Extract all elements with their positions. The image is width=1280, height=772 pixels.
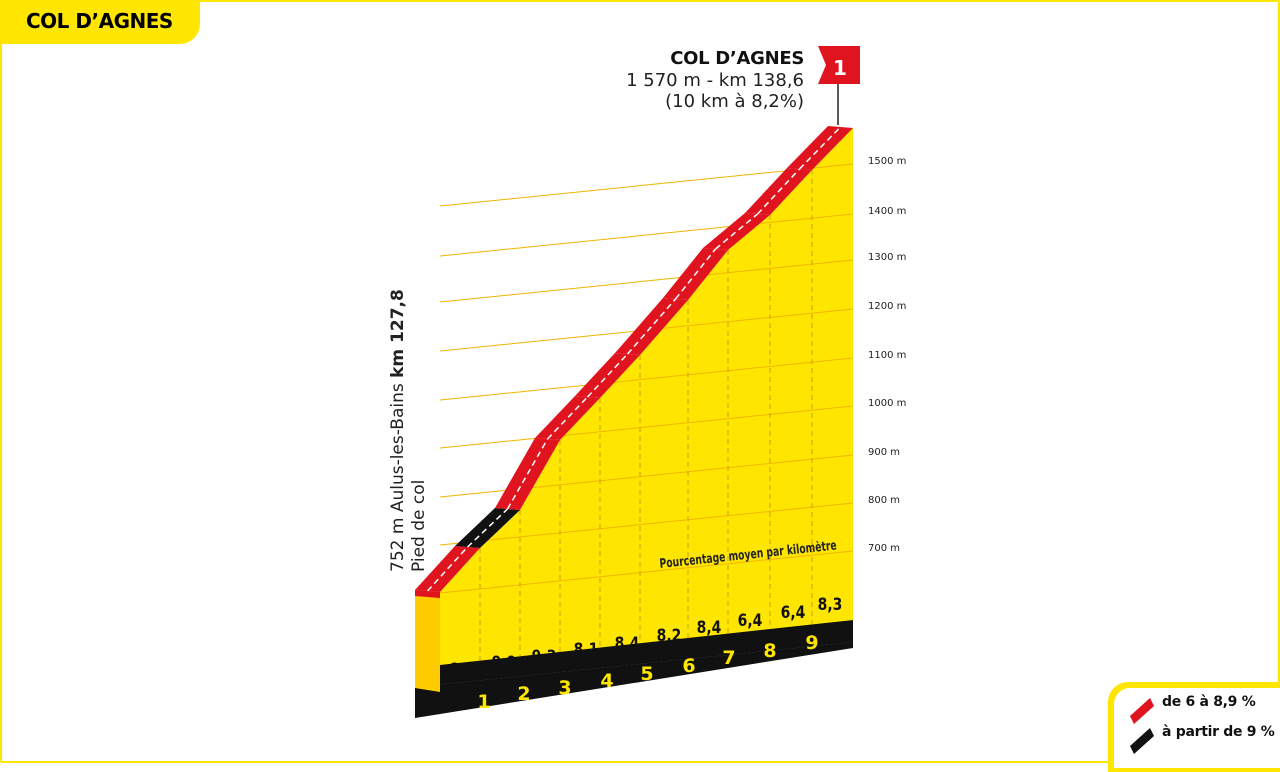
ridge-segment [787,126,853,170]
altitude-tick-labels: 1500 m 1400 m 1300 m 1200 m 1100 m 1000 m 900 … [868,156,906,554]
gradient-label: 8,5 [450,660,475,680]
altitude-tick-label: 1400 m [868,206,906,217]
km-number-labels: 1 2 3 4 5 6 7 8 9 [477,632,818,713]
ridge-segment [575,353,640,398]
altitude-tick-label: 800 m [868,495,900,506]
gradient-label: 8,2 [657,626,682,646]
gradient-label: 8,3 [818,595,843,615]
km-number: 1 [477,691,490,713]
altitude-tick-label: 1100 m [868,350,906,361]
km-number: 4 [600,670,613,692]
gradient-labels: 8,5 9,9 9,3 8,1 8,4 8,2 8,4 6,4 6,4 8,3 [450,595,843,680]
legend-swatch-black [1130,728,1154,754]
summit-flag-icon [818,46,860,84]
altitude-tick-label: 1000 m [868,398,906,409]
profile-ridge [415,126,853,598]
gradient-label: 6,4 [781,603,806,623]
altitude-gridline [439,213,854,257]
legend-swatch-red [1130,698,1154,724]
gradient-label: 8,4 [697,618,722,638]
gradient-label: 9,3 [532,647,557,667]
title-tab: COL D’AGNES [0,0,200,44]
gradient-label: 8,1 [574,640,599,660]
ridge-segment [703,213,770,250]
gradient-label: 8,4 [615,634,640,654]
km-number: 9 [805,632,818,654]
profile-side-face [415,590,440,692]
ridge-segment [615,298,688,355]
ridge-centerline [626,298,677,355]
page-title: COL D’AGNES [26,9,173,33]
km-number: 6 [682,655,695,677]
km-number: 7 [722,647,735,669]
ridge-segment [415,546,480,592]
gradient-label: 6,4 [738,611,763,631]
legend-label-red: de 6 à 8,9 % [1162,694,1256,710]
km-number: 3 [558,677,571,699]
ridge-segment [455,508,520,548]
km-number: 8 [763,640,776,662]
altitude-gridline [439,405,854,449]
ridge-centerline [674,248,717,300]
ridge-start-cap [415,590,440,598]
altitude-gridline [439,259,854,303]
legend-panel [1114,688,1280,768]
altitude-gridline [439,502,854,546]
ridge-centerline [715,213,758,250]
km-band-front [415,620,853,687]
altitude-tick-label: 700 m [868,543,900,554]
altitude-gridline [439,163,854,207]
altitude-tick-label: 1200 m [868,301,906,312]
ridge-centerline [466,508,509,548]
summit-climb-stats: (10 km à 8,2%) [665,91,804,112]
profile-body [440,128,853,665]
altitude-gridline [439,550,854,594]
ridge-centerline [756,168,801,215]
legend-label-black: à partir de 9 % [1162,724,1275,740]
km-number: 2 [517,683,530,705]
ridge-centerline [506,438,549,510]
summit-name: COL D’AGNES [670,48,804,69]
gradient-label: 9,9 [492,653,517,673]
ridge-segment [535,396,600,440]
altitude-tick-label: 1500 m [868,156,906,167]
base-slab [415,642,853,718]
summit-category: 1 [833,56,847,80]
altitude-tick-label: 1300 m [868,252,906,263]
summit-info: 1 570 m - km 138,6 (10 km à 8,2%) [626,70,804,112]
summit-altitude-km: 1 570 m - km 138,6 [626,70,804,91]
altitude-gridline [439,357,854,401]
km-number: 5 [640,663,653,685]
km-separator-lines [479,170,813,661]
altitude-tick-label: 900 m [868,447,900,458]
